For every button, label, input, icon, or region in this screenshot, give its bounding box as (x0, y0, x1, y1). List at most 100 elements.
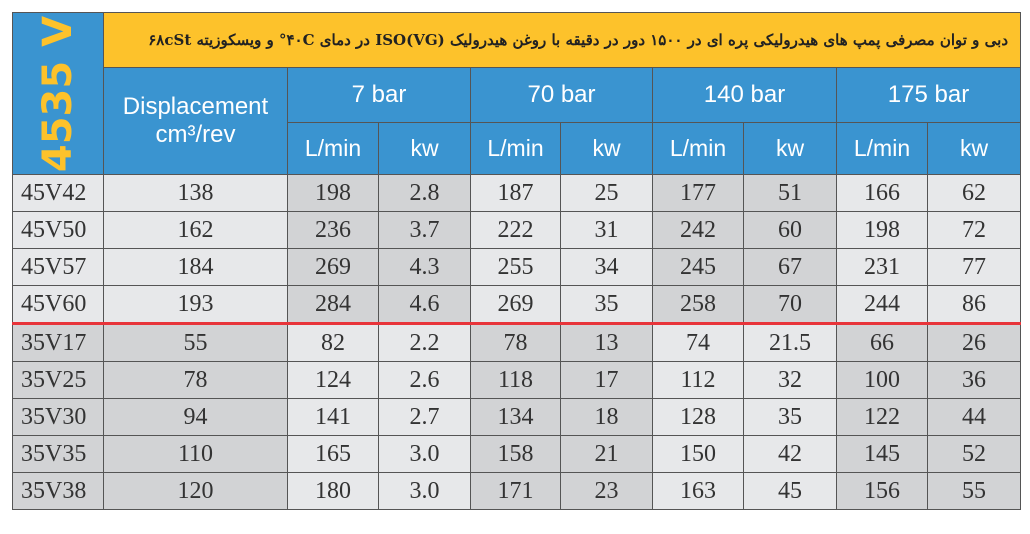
table-row: 35V25 78 124 2.6 118 17 112 32 100 36 (12, 361, 1021, 399)
kw-header: kw (927, 122, 1021, 175)
flow-cell: 134 (470, 398, 561, 436)
flow-header: L/min (836, 122, 928, 175)
model-cell: 45V42 (12, 174, 104, 212)
flow-cell: 163 (652, 472, 744, 510)
flow-cell: 236 (287, 211, 379, 249)
flow-cell: 82 (287, 322, 379, 362)
kw-cell: 4.3 (378, 248, 471, 286)
flow-cell: 118 (470, 361, 561, 399)
kw-cell: 67 (743, 248, 837, 286)
model-cell: 45V50 (12, 211, 104, 249)
flow-cell: 244 (836, 285, 928, 324)
flow-cell: 222 (470, 211, 561, 249)
table-row: 45V50 162 236 3.7 222 31 242 60 198 72 (12, 211, 1021, 249)
flow-cell: 177 (652, 174, 744, 212)
kw-cell: 34 (560, 248, 653, 286)
displacement-cell: 110 (103, 435, 288, 473)
flow-cell: 141 (287, 398, 379, 436)
kw-cell: 3.0 (378, 435, 471, 473)
kw-cell: 45 (743, 472, 837, 510)
flow-cell: 74 (652, 322, 744, 362)
kw-cell: 31 (560, 211, 653, 249)
pressure-header-175: 175 bar (836, 67, 1021, 123)
flow-cell: 242 (652, 211, 744, 249)
kw-cell: 17 (560, 361, 653, 399)
kw-cell: 26 (927, 322, 1021, 362)
model-cell: 35V35 (12, 435, 104, 473)
flow-header: L/min (470, 122, 561, 175)
model-cell: 35V25 (12, 361, 104, 399)
flow-header: L/min (652, 122, 744, 175)
series-label: 4535 V (35, 15, 81, 172)
kw-cell: 36 (927, 361, 1021, 399)
pump-data-table-container: 4535 V دبی و توان مصرفی پمپ های هیدرولیک… (12, 12, 1021, 510)
series-label-cell: 4535 V (12, 12, 104, 175)
pump-data-table: 4535 V دبی و توان مصرفی پمپ های هیدرولیک… (12, 12, 1021, 510)
flow-cell: 231 (836, 248, 928, 286)
model-cell: 45V57 (12, 248, 104, 286)
flow-cell: 128 (652, 398, 744, 436)
displacement-cell: 162 (103, 211, 288, 249)
kw-cell: 25 (560, 174, 653, 212)
model-cell: 35V17 (12, 322, 104, 362)
model-cell: 45V60 (12, 285, 104, 324)
flow-cell: 122 (836, 398, 928, 436)
flow-cell: 145 (836, 435, 928, 473)
kw-cell: 51 (743, 174, 837, 212)
table-row: 45V60 193 284 4.6 269 35 258 70 244 86 (12, 285, 1021, 324)
kw-cell: 2.2 (378, 322, 471, 362)
kw-cell: 60 (743, 211, 837, 249)
kw-cell: 72 (927, 211, 1021, 249)
kw-cell: 21 (560, 435, 653, 473)
kw-cell: 35 (743, 398, 837, 436)
table-row: 35V35 110 165 3.0 158 21 150 42 145 52 (12, 435, 1021, 473)
flow-cell: 284 (287, 285, 379, 324)
flow-cell: 112 (652, 361, 744, 399)
kw-cell: 32 (743, 361, 837, 399)
pressure-header-140: 140 bar (652, 67, 837, 123)
kw-cell: 2.7 (378, 398, 471, 436)
displacement-cell: 78 (103, 361, 288, 399)
kw-cell: 70 (743, 285, 837, 324)
pressure-header-7: 7 bar (287, 67, 471, 123)
kw-cell: 62 (927, 174, 1021, 212)
kw-header: kw (378, 122, 471, 175)
flow-cell: 269 (470, 285, 561, 324)
flow-header: L/min (287, 122, 379, 175)
kw-cell: 35 (560, 285, 653, 324)
flow-cell: 258 (652, 285, 744, 324)
flow-cell: 156 (836, 472, 928, 510)
flow-cell: 150 (652, 435, 744, 473)
kw-cell: 52 (927, 435, 1021, 473)
kw-cell: 3.7 (378, 211, 471, 249)
flow-cell: 66 (836, 322, 928, 362)
kw-cell: 77 (927, 248, 1021, 286)
kw-cell: 86 (927, 285, 1021, 324)
flow-cell: 269 (287, 248, 379, 286)
kw-cell: 44 (927, 398, 1021, 436)
flow-cell: 78 (470, 322, 561, 362)
displacement-header: Displacement cm³/rev (103, 67, 288, 175)
kw-header: kw (743, 122, 837, 175)
flow-cell: 187 (470, 174, 561, 212)
kw-cell: 3.0 (378, 472, 471, 510)
displacement-unit: cm³/rev (155, 121, 236, 148)
flow-cell: 245 (652, 248, 744, 286)
kw-cell: 55 (927, 472, 1021, 510)
flow-cell: 255 (470, 248, 561, 286)
kw-cell: 42 (743, 435, 837, 473)
flow-cell: 198 (287, 174, 379, 212)
kw-cell: 18 (560, 398, 653, 436)
flow-cell: 165 (287, 435, 379, 473)
displacement-cell: 184 (103, 248, 288, 286)
table-row: 45V42 138 198 2.8 187 25 177 51 166 62 (12, 174, 1021, 212)
flow-cell: 124 (287, 361, 379, 399)
table-row: 35V38 120 180 3.0 171 23 163 45 156 55 (12, 472, 1021, 510)
kw-cell: 2.8 (378, 174, 471, 212)
flow-cell: 198 (836, 211, 928, 249)
kw-cell: 2.6 (378, 361, 471, 399)
pressure-header-70: 70 bar (470, 67, 653, 123)
table-row: 45V57 184 269 4.3 255 34 245 67 231 77 (12, 248, 1021, 286)
displacement-cell: 120 (103, 472, 288, 510)
flow-cell: 166 (836, 174, 928, 212)
